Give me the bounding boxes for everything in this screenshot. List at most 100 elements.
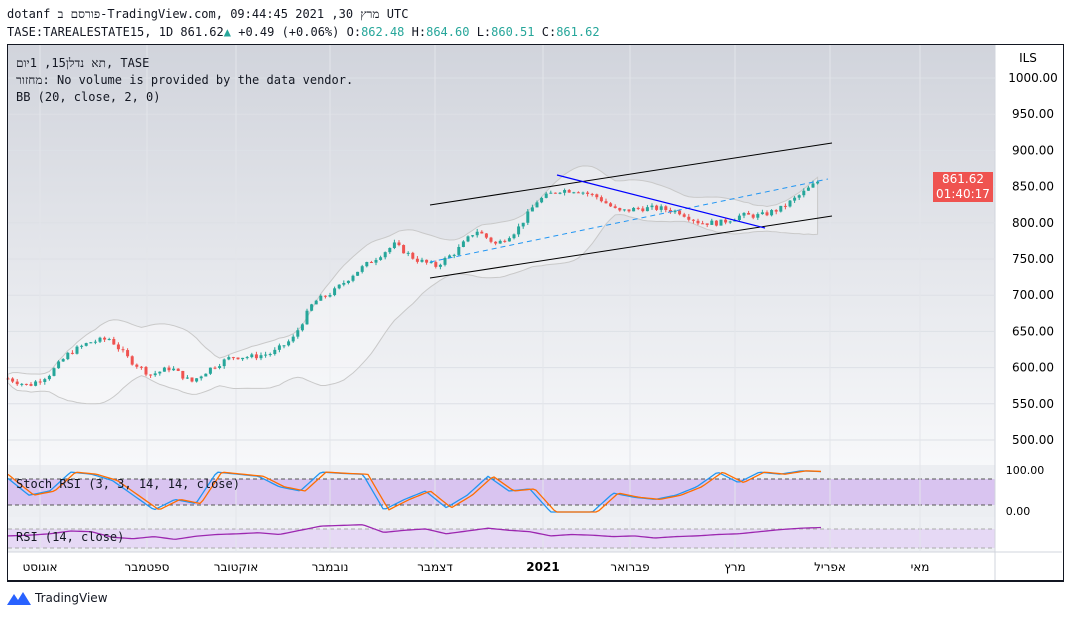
candle-body (797, 195, 801, 198)
candle-body (268, 354, 272, 356)
x-tick-label: אפריל (814, 560, 846, 574)
x-tick-label: פברואר (610, 560, 649, 574)
y-tick-label: 1000.00 (1008, 71, 1058, 85)
x-tick-label: מרץ (724, 560, 745, 574)
publish-info: dotanf פורסם ב-TradingView.com, מרץ 30, … (7, 7, 409, 21)
candle-body (346, 280, 350, 283)
symbol-ohlc: TASE:TAREALESTATE15, 1D 861.62▲ +0.49 (+… (7, 25, 600, 39)
channel-mid-line[interactable] (429, 178, 829, 263)
candle-body (15, 381, 19, 385)
candle-body (241, 357, 245, 360)
x-tick-label: נובמבר (312, 560, 349, 574)
candle-body (452, 254, 456, 256)
candle-body (369, 262, 373, 264)
candle-body (429, 262, 433, 264)
candle-body (480, 231, 484, 234)
legend-title: תא נדלן15, 1יום, TASE (16, 56, 150, 70)
candle-body (126, 350, 130, 357)
candle-body (139, 366, 143, 368)
x-tick-label: דצמבר (417, 560, 453, 574)
candle-body (636, 207, 640, 209)
candle-body (664, 206, 668, 210)
x-tick-label: מאי (911, 560, 930, 574)
stoch-tick: 0.00 (1006, 505, 1031, 518)
candle-body (471, 235, 475, 237)
candle-body (613, 206, 617, 208)
candle-body (167, 367, 171, 371)
y-tick-label: 900.00 (1012, 143, 1054, 157)
x-tick-label: אוגוסט (22, 560, 57, 574)
y-tick-label: 500.00 (1012, 433, 1054, 447)
candle-body (264, 354, 268, 356)
candle-body (52, 368, 56, 376)
candle-body (811, 183, 815, 188)
candle-body (406, 252, 410, 254)
channel-lower-line[interactable] (429, 215, 833, 279)
candle-body (351, 275, 355, 281)
up-triangle-icon: ▲ (223, 25, 231, 39)
rsi-band (8, 529, 995, 548)
candle-body (204, 373, 208, 377)
rsi-line (7, 524, 822, 540)
y-tick-label: 750.00 (1012, 252, 1054, 266)
candle-body (43, 379, 47, 382)
candle-body (190, 377, 194, 382)
candle-body (466, 236, 470, 242)
candle-body (806, 187, 810, 191)
candle-body (218, 366, 222, 368)
legend-stoch: Stoch RSI (3, 3, 14, 14, close) (16, 477, 240, 491)
y-tick-label: 800.00 (1012, 216, 1054, 230)
candle-body (222, 359, 226, 367)
trend-line[interactable] (556, 174, 766, 229)
candle-body (737, 215, 741, 220)
candle-body (540, 197, 544, 203)
candle-body (103, 337, 107, 340)
candle-body (724, 219, 728, 223)
legend-rsi: RSI (14, close) (16, 530, 125, 544)
countdown-label: 01:40:17 (933, 187, 993, 202)
candle-body (98, 337, 102, 342)
candle-body (93, 341, 97, 343)
candle-body (397, 242, 401, 246)
stoch-k-line (7, 470, 822, 513)
candle-body (816, 181, 820, 184)
candle-body (770, 210, 774, 216)
tradingview-logo[interactable]: TradingView (7, 591, 108, 605)
candle-body (245, 357, 249, 359)
candle-body (714, 220, 718, 226)
channel-upper-line[interactable] (429, 142, 833, 206)
y-tick-label: 850.00 (1012, 180, 1054, 194)
candle-body (701, 223, 705, 225)
candle-body (788, 200, 792, 207)
candle-body (287, 341, 291, 346)
candle-body (705, 223, 709, 225)
candle-body (503, 240, 507, 242)
candle-body (38, 381, 42, 383)
candle-body (84, 343, 88, 346)
candle-body (208, 367, 212, 374)
candle-body (342, 282, 346, 285)
open-value: 862.48 (361, 25, 405, 39)
y-tick-label: 550.00 (1012, 397, 1054, 411)
candle-body (627, 209, 631, 212)
candle-body (696, 220, 700, 224)
candle-body (751, 214, 755, 218)
candle-body (144, 367, 148, 375)
x-tick-label: ספטמבר (125, 560, 170, 574)
candle-body (443, 257, 447, 265)
candle-body (489, 237, 493, 242)
candle-body (521, 222, 525, 227)
candle-body (691, 219, 695, 221)
candle-body (756, 214, 760, 218)
open-label: O: (346, 25, 362, 39)
candle-body (130, 356, 134, 365)
candle-body (213, 367, 217, 369)
symbol-price: TASE:TAREALESTATE15, 1D 861.62 (7, 25, 224, 39)
candle-body (333, 288, 337, 296)
candle-body (176, 368, 180, 371)
candle-body (282, 345, 286, 347)
candle-body (20, 383, 24, 385)
candle-body (618, 207, 622, 211)
candle-body (687, 216, 691, 220)
